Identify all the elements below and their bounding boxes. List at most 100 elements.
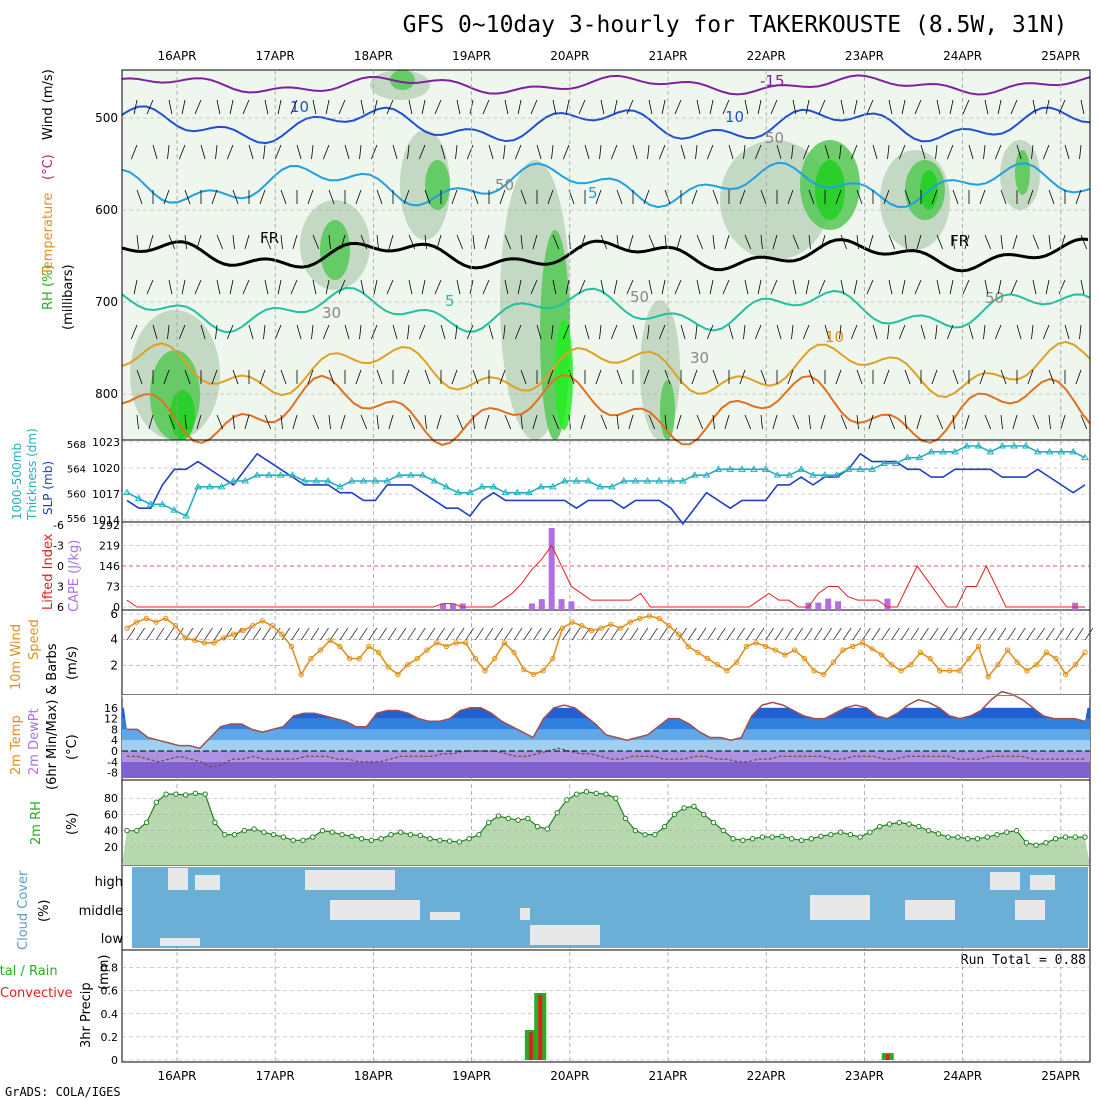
rh-point <box>877 823 883 830</box>
wind-barb <box>616 369 623 385</box>
thickness-series-point <box>513 488 522 496</box>
thickness-series-point <box>667 477 675 484</box>
wind-series-point <box>917 649 924 656</box>
wind-series-point <box>424 647 430 653</box>
wind-barb-10m <box>833 627 842 641</box>
wind-barb-10m <box>910 627 920 641</box>
rh-tick: 80 <box>104 792 118 805</box>
thickness-series-point <box>785 471 794 478</box>
wind-series-point <box>279 631 285 637</box>
rh-point <box>368 837 375 844</box>
wind-barb <box>211 189 218 205</box>
wind-barb-10m <box>939 627 949 641</box>
wind-series-point <box>946 668 953 674</box>
wind-barb <box>520 369 527 385</box>
rh-point <box>994 831 1000 838</box>
wind-barb-10m <box>765 627 774 641</box>
cape-bar <box>884 598 891 610</box>
wind-barb <box>1064 144 1070 160</box>
contour-plus5 <box>121 286 1091 334</box>
wind-barb <box>312 414 320 430</box>
rh-area-16 <box>1015 150 1030 195</box>
temp-band <box>122 761 1090 778</box>
upper-label-pres: (millibars) <box>61 264 76 330</box>
cloud-block <box>168 868 188 890</box>
wind-barb <box>979 369 986 385</box>
wind-barb <box>1027 189 1034 205</box>
wind-barb <box>772 414 778 430</box>
rh-point <box>417 832 423 839</box>
wind-barb <box>835 369 842 385</box>
wind-barb <box>196 414 202 430</box>
precip-conv-bar <box>538 995 543 1060</box>
wind-barb <box>407 324 410 340</box>
wind-barb <box>1045 99 1050 115</box>
wind-barb <box>691 369 698 385</box>
wind-barb <box>916 234 922 250</box>
rh-area-19 <box>170 390 195 440</box>
thickness-series-point <box>477 482 486 490</box>
wind-barb <box>1058 279 1066 295</box>
wind-barb <box>424 189 431 205</box>
wind-barb <box>1027 369 1034 385</box>
wind-barb <box>1080 99 1085 115</box>
rh-point <box>515 817 521 823</box>
wind-barb <box>264 414 272 430</box>
wind-barb <box>466 324 474 340</box>
wind-barb <box>658 324 666 340</box>
wind-tick: 6 <box>110 607 118 621</box>
wind-barb <box>805 279 810 295</box>
wind-barb <box>792 99 797 115</box>
thickness-series-point <box>608 482 616 490</box>
wind-barb <box>1000 369 1007 385</box>
rh-point <box>837 829 844 835</box>
wind-barb <box>578 279 586 295</box>
rh-point <box>573 791 580 797</box>
wind-barb <box>392 324 398 340</box>
wind-barb <box>994 324 1002 340</box>
wind-barb <box>499 369 506 385</box>
cape-bar <box>528 603 535 610</box>
wind-barb <box>674 279 682 295</box>
thickness-series-point <box>974 442 983 449</box>
wind-barb-10m <box>146 627 155 641</box>
rh-point <box>789 836 795 842</box>
wind-barb-10m <box>600 627 610 641</box>
wind-barb <box>722 279 730 295</box>
thickness-series-point <box>809 471 817 478</box>
wind-barb <box>148 234 154 250</box>
thickness-series-point <box>312 477 321 484</box>
wind-barb <box>695 144 698 160</box>
contour-label: -15 <box>760 72 785 90</box>
wind-barb-10m <box>358 627 368 641</box>
wind-barb-10m <box>920 627 929 641</box>
cloud-block <box>305 870 395 890</box>
wind-barb <box>456 279 461 295</box>
wind-barb <box>853 279 858 295</box>
wind-barb <box>818 279 826 295</box>
wind-series-point <box>462 640 469 646</box>
contour-label: 10 <box>725 108 744 126</box>
wind-barb <box>472 189 479 205</box>
wind-barb-10m <box>378 627 387 641</box>
wind-series-point <box>637 615 643 622</box>
wind-barb <box>724 234 730 250</box>
wind-barb-10m <box>929 627 939 641</box>
wind-barb <box>340 234 346 250</box>
pressure-tick: 500 <box>95 111 118 125</box>
wind-barb <box>178 324 186 340</box>
wind-barb-10m <box>252 627 262 641</box>
wind-series-point <box>762 643 769 650</box>
wind-barb-10m <box>610 627 620 641</box>
wind-series-point <box>540 668 546 674</box>
wind-barb <box>613 99 618 115</box>
rh-point <box>143 819 150 826</box>
wind-barb <box>152 324 158 340</box>
wind-barb <box>408 279 413 295</box>
wind-barb <box>820 234 826 250</box>
rh-point <box>681 805 687 811</box>
rh-point <box>828 831 834 838</box>
wind-barb <box>1075 369 1082 385</box>
wind-barb <box>259 189 266 205</box>
precip-tick: 0.6 <box>101 985 119 998</box>
